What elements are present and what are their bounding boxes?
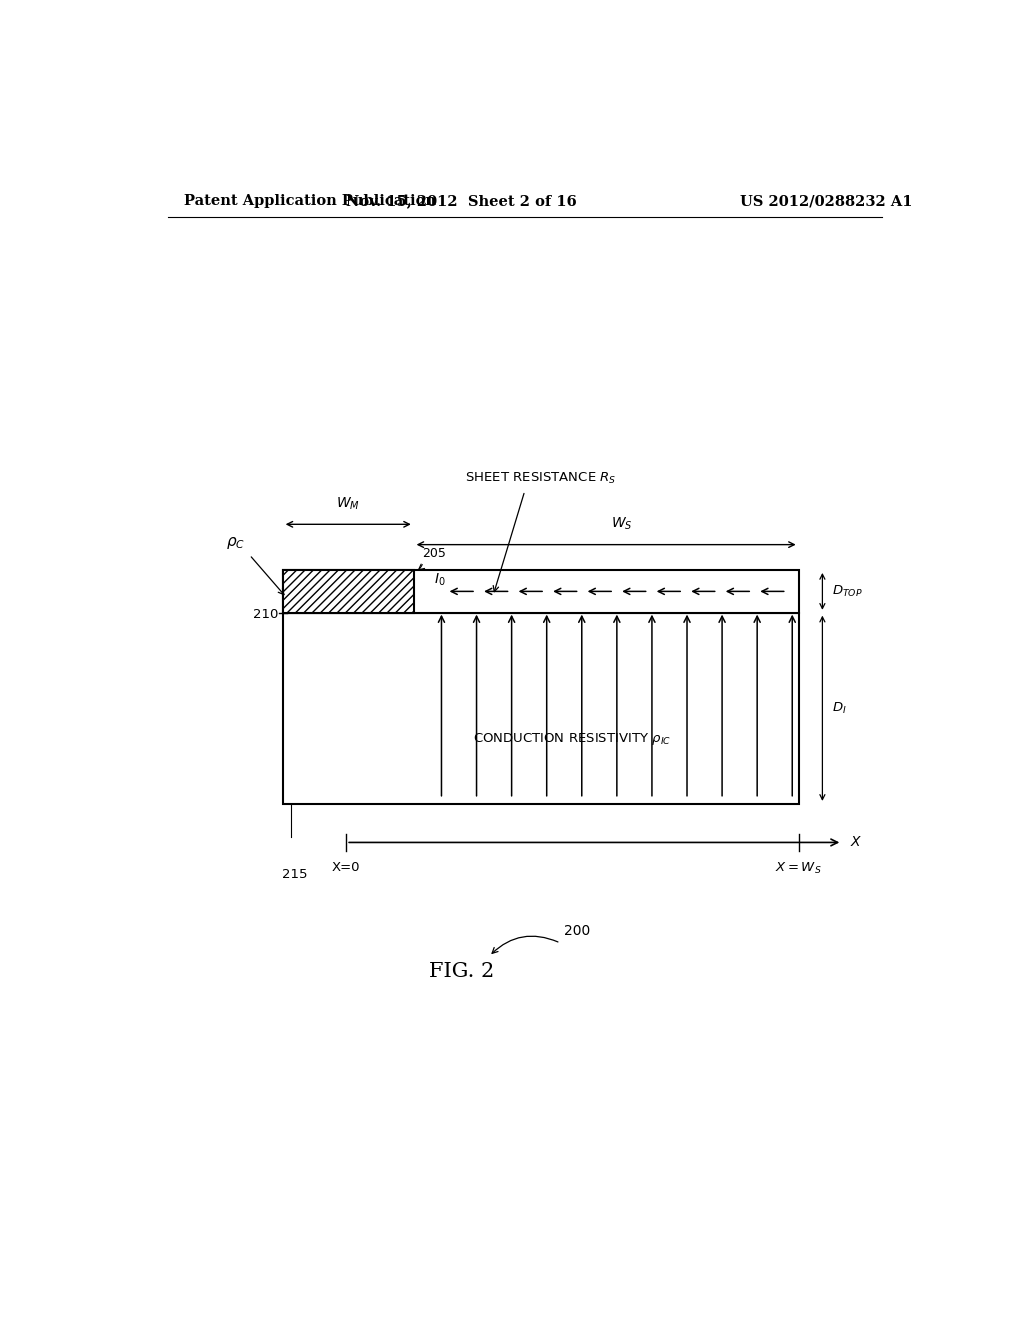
Text: US 2012/0288232 A1: US 2012/0288232 A1 [740,194,912,209]
Text: $W_S$: $W_S$ [611,516,633,532]
Text: 200: 200 [564,924,591,939]
Text: 215: 215 [282,867,307,880]
Text: SHEET RESISTANCE $R_S$: SHEET RESISTANCE $R_S$ [465,471,616,486]
Bar [283,570,414,612]
Bar [283,570,799,612]
Text: 205: 205 [422,546,445,560]
Text: Nov. 15, 2012  Sheet 2 of 16: Nov. 15, 2012 Sheet 2 of 16 [346,194,577,209]
Text: $\rho_C$: $\rho_C$ [225,535,245,550]
Text: $D_I$: $D_I$ [831,701,847,715]
Text: Patent Application Publication: Patent Application Publication [183,194,435,209]
Text: 210: 210 [253,609,279,622]
Text: X: X [850,836,860,850]
Text: $D_{TOP}$: $D_{TOP}$ [831,583,862,599]
Text: CONDUCTION RESISTIVITY $\rho_{IC}$: CONDUCTION RESISTIVITY $\rho_{IC}$ [473,731,672,747]
Text: X=0: X=0 [332,861,360,874]
Text: $I_0$: $I_0$ [433,572,445,589]
Text: FIG. 2: FIG. 2 [429,962,494,981]
Text: $W_M$: $W_M$ [336,496,360,512]
Bar [283,612,799,804]
Text: $X=W_S$: $X=W_S$ [775,861,822,876]
